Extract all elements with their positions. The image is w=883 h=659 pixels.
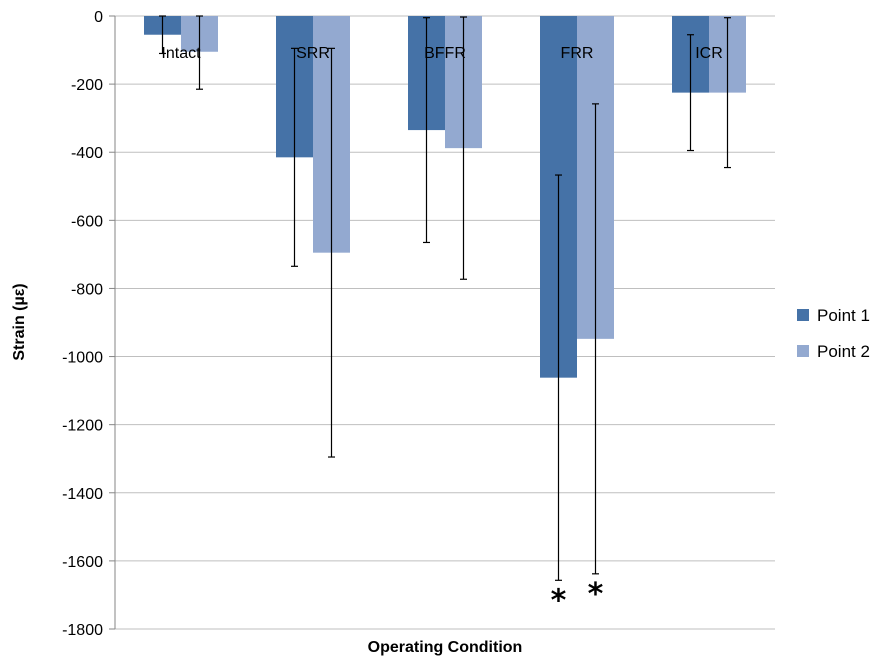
- y-tick-label: -400: [71, 145, 103, 162]
- legend-label: Point 1: [817, 306, 870, 325]
- y-tick-label: -600: [71, 213, 103, 230]
- x-tick-label: FRR: [561, 45, 594, 62]
- y-tick-label: -1000: [62, 350, 103, 367]
- y-tick-label: -200: [71, 77, 103, 94]
- y-tick-label: -1200: [62, 418, 103, 435]
- y-axis-title: Strain (µε): [11, 283, 28, 360]
- x-tick-label: BFFR: [424, 45, 466, 62]
- legend-swatch: [797, 345, 809, 357]
- significance-marker: *: [588, 577, 604, 612]
- significance-marker: *: [551, 583, 567, 618]
- y-tick-label: -1400: [62, 486, 103, 503]
- x-tick-label: Intact: [161, 45, 201, 62]
- x-tick-label: SRR: [296, 45, 330, 62]
- x-axis-title: Operating Condition: [368, 639, 523, 656]
- y-tick-label: 0: [94, 9, 103, 26]
- x-tick-label: ICR: [695, 45, 723, 62]
- legend-swatch: [797, 309, 809, 321]
- y-tick-label: -1800: [62, 622, 103, 639]
- y-tick-label: -1600: [62, 554, 103, 571]
- legend-label: Point 2: [817, 342, 870, 361]
- y-tick-label: -800: [71, 281, 103, 298]
